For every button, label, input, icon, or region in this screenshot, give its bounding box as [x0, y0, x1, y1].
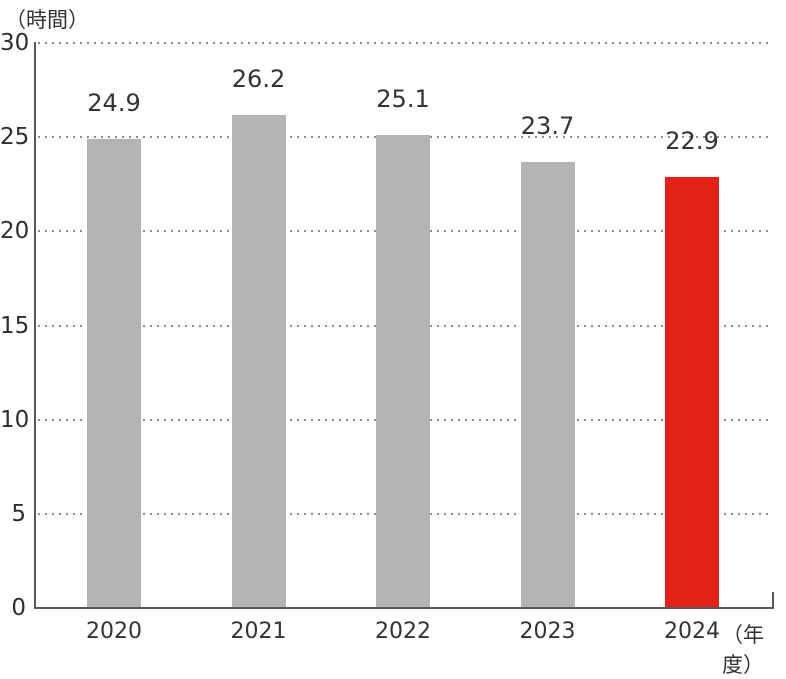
- x-tick-label-2023: 2023: [519, 619, 576, 644]
- x-axis-end-tick: [772, 592, 774, 608]
- bar-2023: [520, 161, 575, 607]
- bar-value-label-2022: 25.1: [376, 85, 430, 114]
- x-tick-label-2024: 2024: [664, 619, 720, 644]
- x-axis-line: [34, 607, 774, 609]
- y-tick-label-20: 20: [0, 218, 30, 245]
- bar-2021: [231, 114, 286, 607]
- bar-value-label-2023: 23.7: [520, 111, 575, 140]
- bar-value-label-2021: 26.2: [231, 64, 286, 93]
- bar-value-label-2024: 22.9: [665, 126, 719, 155]
- y-axis-unit-label: （時間）: [5, 8, 89, 32]
- x-tick-label-2020: 2020: [86, 619, 142, 644]
- y-axis-line: [34, 42, 36, 609]
- y-tick-label-25: 25: [0, 124, 30, 151]
- gridline-30: [38, 42, 770, 44]
- y-tick-label-0: 0: [11, 595, 26, 621]
- y-tick-label-15: 15: [0, 312, 30, 339]
- x-tick-label-2021: 2021: [230, 619, 287, 644]
- bar-2024: [665, 176, 719, 607]
- y-tick-label-10: 10: [0, 406, 30, 433]
- y-tick-label-5: 5: [11, 500, 26, 527]
- bar-value-label-2020: 24.9: [87, 89, 141, 118]
- bar-chart: （時間） （年度） 0 5 10 15 20 25 30 24.9 2020 26.2 2021 25…: [0, 8, 774, 677]
- y-tick-label-30: 30: [0, 30, 30, 56]
- bar-2020: [87, 139, 141, 607]
- bar-2022: [376, 135, 430, 607]
- x-tick-label-2022: 2022: [375, 619, 431, 644]
